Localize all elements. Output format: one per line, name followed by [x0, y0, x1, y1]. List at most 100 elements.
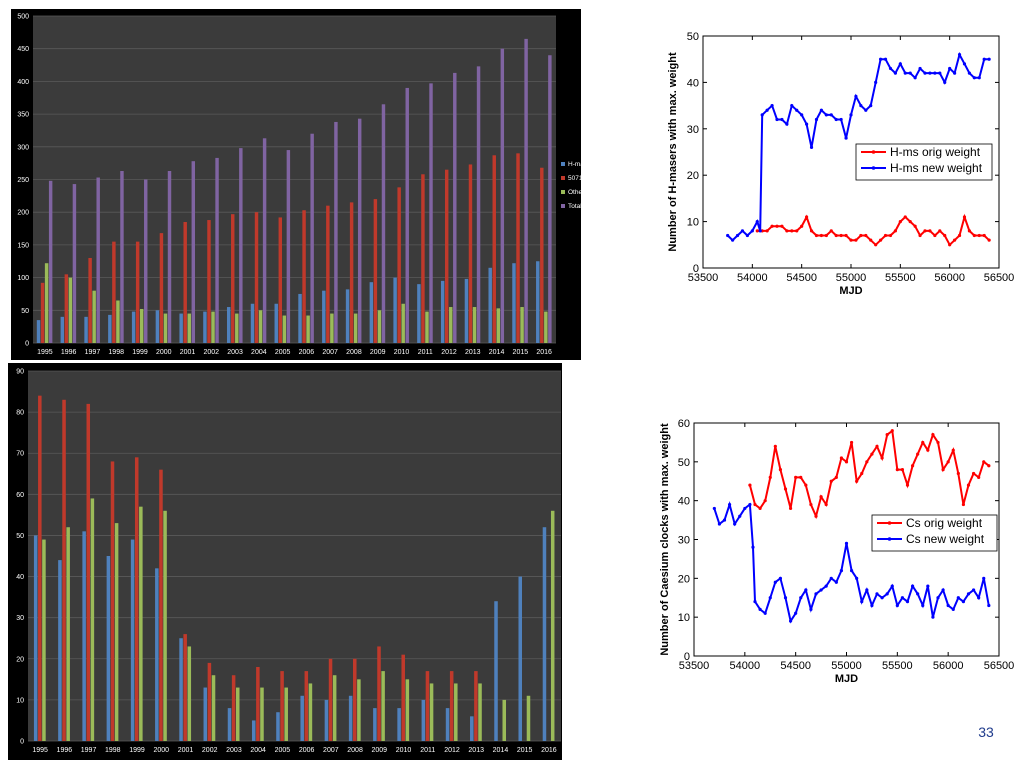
- bar: [512, 263, 516, 343]
- bar: [130, 539, 135, 741]
- data-point: [916, 452, 920, 456]
- data-point: [717, 522, 722, 526]
- x-tick-label: 1997: [81, 747, 97, 754]
- bar: [235, 313, 239, 343]
- data-point: [783, 487, 788, 491]
- x-tick-label: 2016: [536, 349, 552, 356]
- bar: [250, 303, 255, 343]
- data-point: [967, 71, 971, 75]
- data-point: [800, 113, 804, 117]
- legend-label: Total: [568, 203, 581, 210]
- data-point: [888, 66, 893, 71]
- bar: [516, 153, 520, 343]
- data-point: [783, 596, 788, 600]
- y-axis-label: Number of H-masers with max. weight: [667, 52, 679, 252]
- data-point: [966, 592, 971, 596]
- bar: [536, 261, 540, 343]
- data-point: [943, 80, 947, 84]
- data-point: [936, 596, 940, 600]
- data-point: [795, 229, 799, 233]
- data-point: [903, 71, 907, 75]
- data-point: [844, 460, 849, 464]
- bar: [449, 671, 454, 741]
- data-point: [799, 596, 803, 600]
- y-tick-label: 30: [678, 535, 690, 547]
- bar: [110, 461, 115, 741]
- bar: [474, 671, 478, 741]
- data-point: [859, 233, 863, 238]
- y-tick-label: 20: [678, 573, 690, 585]
- data-point: [962, 62, 967, 66]
- data-point: [865, 588, 869, 592]
- data-point: [753, 600, 757, 604]
- data-point: [918, 233, 922, 238]
- data-point: [712, 506, 716, 511]
- x-tick-label: 2015: [517, 747, 533, 754]
- data-point: [870, 603, 874, 608]
- x-tick-label: 2003: [227, 349, 243, 356]
- x-tick-label: 2000: [156, 349, 172, 356]
- bar: [215, 157, 219, 343]
- data-point: [768, 596, 772, 600]
- data-point: [849, 568, 854, 573]
- data-point: [790, 104, 794, 108]
- x-tick-label: 55500: [885, 272, 916, 284]
- x-tick-label: 2012: [441, 349, 457, 356]
- legend-label: Cs orig weight: [906, 516, 983, 530]
- bar: [373, 708, 377, 741]
- data-point: [773, 444, 777, 448]
- y-tick-label: 80: [16, 410, 24, 417]
- data-point: [987, 464, 991, 468]
- data-point: [738, 514, 742, 518]
- legend-box: [871, 514, 998, 552]
- legend-marker: [887, 521, 892, 525]
- bar: [476, 66, 481, 343]
- data-point: [834, 117, 838, 122]
- data-point: [755, 229, 759, 233]
- bar: [96, 177, 100, 343]
- x-tick-label: 2004: [250, 747, 266, 754]
- data-point: [824, 233, 828, 238]
- data-point: [814, 592, 818, 596]
- data-point: [824, 113, 828, 117]
- bar: [357, 118, 362, 343]
- data-point: [941, 468, 945, 472]
- y-tick-label: 60: [678, 418, 690, 430]
- bar: [66, 527, 70, 741]
- data-point: [855, 576, 859, 580]
- data-point: [923, 71, 927, 75]
- y-tick-label: 0: [684, 651, 690, 663]
- data-point: [880, 596, 884, 600]
- data-point: [895, 603, 899, 608]
- data-point: [967, 229, 971, 233]
- bar: [542, 527, 547, 741]
- data-point: [977, 76, 981, 80]
- data-point: [890, 429, 894, 433]
- data-point: [987, 57, 991, 61]
- bar: [159, 233, 164, 343]
- x-tick-label: 55000: [836, 272, 867, 284]
- bar: [90, 498, 95, 741]
- bar: [235, 687, 240, 741]
- bar: [550, 510, 555, 741]
- bar: [211, 675, 216, 741]
- bar: [82, 531, 86, 741]
- y-tick-label: 400: [17, 79, 29, 86]
- y-tick-label: 0: [25, 341, 29, 348]
- legend-label: Cs new weight: [906, 532, 985, 546]
- data-point: [905, 483, 910, 487]
- data-point: [809, 502, 813, 507]
- page-number: 33: [978, 724, 994, 740]
- bar: [324, 699, 329, 741]
- line-chart-group: 53500 54000 54500 55000 55500 56000 56500 0 10 20…: [659, 418, 1014, 685]
- data-point: [775, 117, 779, 122]
- data-point: [758, 506, 762, 511]
- bar: [72, 184, 77, 343]
- data-point: [855, 479, 859, 483]
- bar: [284, 687, 288, 741]
- x-tick-label: 54500: [780, 660, 811, 672]
- x-tick-label: 55500: [882, 660, 913, 672]
- bar: [429, 83, 433, 343]
- y-tick-label: 0: [693, 263, 699, 275]
- bar: [308, 683, 313, 741]
